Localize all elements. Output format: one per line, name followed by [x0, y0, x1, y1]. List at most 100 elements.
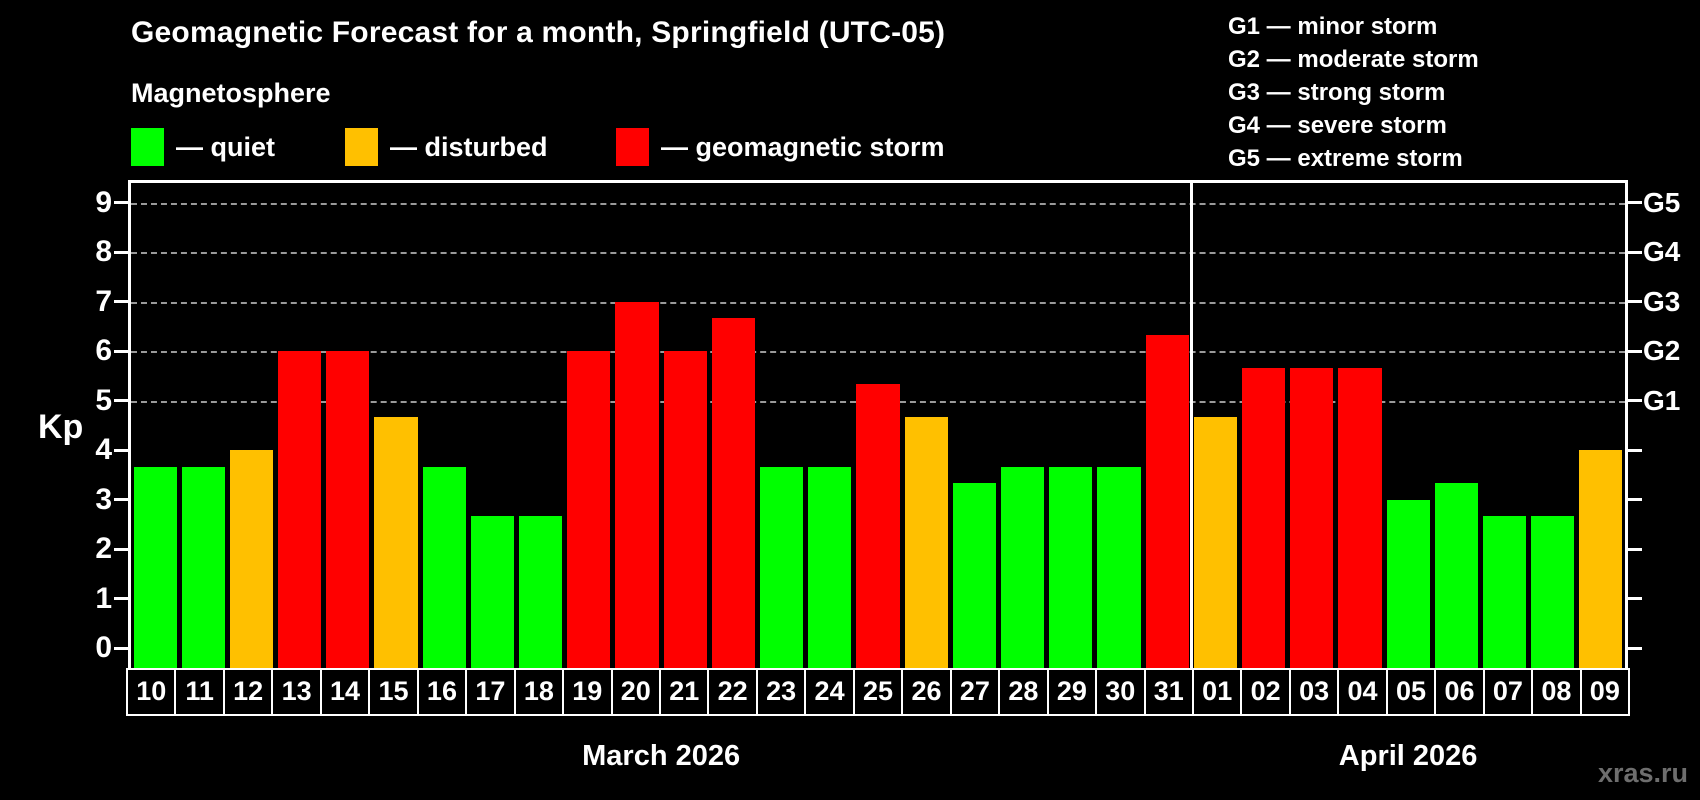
day-label-cell: 19 [562, 668, 613, 716]
kp-bar [663, 351, 707, 668]
month-label-march: March 2026 [582, 740, 741, 772]
y-tick-label: 6 [95, 334, 112, 368]
day-label-cell: 11 [174, 668, 225, 716]
y-tick-label: 7 [95, 284, 112, 318]
left-axis-tick [114, 597, 128, 601]
right-axis-tick [1628, 349, 1642, 353]
kp-bar [1482, 516, 1527, 668]
day-label-cell: 06 [1434, 668, 1485, 716]
kp-bar [1434, 483, 1478, 668]
legend-item-label: — geomagnetic storm [661, 131, 945, 162]
left-axis-tick [114, 201, 128, 205]
day-label-cell: 08 [1531, 668, 1582, 716]
kp-bar [326, 351, 370, 668]
kp-bar [904, 417, 948, 668]
day-label-cell: 25 [852, 668, 904, 716]
kp-bar [374, 417, 418, 668]
day-label-cell: 13 [271, 668, 322, 716]
storm-scale-line: G1 — minor storm [1228, 13, 1438, 40]
left-axis-tick [114, 498, 128, 502]
right-axis-tick [1628, 448, 1642, 452]
kp-bar [278, 351, 322, 668]
day-label-cell: 03 [1288, 668, 1340, 716]
left-axis-tick [114, 646, 128, 650]
legend-item-label: — quiet [176, 131, 275, 162]
kp-bar [952, 483, 996, 668]
y-tick-label: 5 [95, 383, 112, 417]
y-tick-label: 8 [95, 235, 112, 269]
left-axis-tick [114, 300, 128, 304]
left-axis-tick [114, 250, 128, 254]
kp-bar [422, 466, 466, 668]
day-label-cell: 28 [998, 668, 1049, 716]
g-scale-label: G2 [1643, 335, 1681, 367]
right-axis-tick [1628, 300, 1642, 304]
month-label-april: April 2026 [1338, 740, 1478, 772]
day-label-cell: 09 [1579, 668, 1631, 716]
right-axis-tick [1628, 498, 1642, 502]
watermark: xras.ru [1597, 758, 1688, 788]
magnetosphere-subtitle: Magnetosphere [131, 78, 331, 108]
day-label-cell: 18 [513, 668, 565, 716]
day-label-cell: 02 [1240, 668, 1291, 716]
kp-bar [760, 466, 804, 668]
day-label-cell: 30 [1095, 668, 1146, 716]
day-label-cell: 05 [1385, 668, 1437, 716]
day-label-cell: 27 [949, 668, 1001, 716]
kp-bar [808, 466, 852, 668]
y-tick-label: 4 [95, 433, 112, 467]
storm-color-swatch [616, 128, 649, 166]
storm-scale-line: G5 — extreme storm [1228, 145, 1463, 172]
storm-scale-legend: G1 — minor storm G2 — moderate storm G3 — … [1228, 10, 1479, 175]
kp-bar [1145, 334, 1189, 668]
kp-bar [1193, 417, 1237, 668]
y-tick-label: 1 [95, 581, 112, 615]
legend-item-disturbed: — disturbed [345, 127, 548, 167]
y-axis-title: Kp [38, 408, 84, 446]
kp-bar [519, 516, 563, 668]
gridline [131, 202, 1625, 205]
day-label-cell: 20 [610, 668, 661, 716]
right-axis-tick [1628, 201, 1642, 205]
kp-bar [133, 466, 177, 668]
g-scale-label: G5 [1643, 186, 1681, 218]
legend-item-quiet: — quiet [131, 127, 275, 167]
kp-bar [856, 384, 900, 668]
kp-bar [1386, 499, 1430, 668]
g-scale-label: G3 [1643, 285, 1681, 317]
kp-bar [229, 450, 274, 668]
gridline [131, 351, 1625, 354]
kp-bar [470, 516, 515, 668]
day-label-cell: 22 [707, 668, 758, 716]
g-scale-label: G1 [1643, 384, 1681, 416]
storm-scale-line: G2 — moderate storm [1228, 46, 1479, 73]
storm-scale-line: G4 — severe storm [1228, 112, 1447, 139]
kp-bar [1097, 466, 1141, 668]
y-tick-label: 9 [95, 185, 112, 219]
y-tick-label: 0 [95, 631, 112, 665]
kp-bar [615, 301, 659, 668]
day-label-cell: 15 [368, 668, 419, 716]
day-label-cell: 10 [126, 668, 177, 716]
right-axis-tick [1628, 597, 1642, 601]
day-label-cell: 01 [1191, 668, 1243, 716]
kp-bar [567, 351, 611, 668]
day-label-cell: 17 [465, 668, 516, 716]
legend-item-label: — disturbed [390, 131, 548, 162]
y-tick-label: 3 [95, 482, 112, 516]
kp-bar [1531, 516, 1575, 668]
g-scale-label: G4 [1643, 236, 1681, 268]
left-axis-tick [114, 448, 128, 452]
kp-bar [181, 466, 225, 668]
left-axis-tick [114, 349, 128, 353]
kp-bar [1338, 367, 1382, 668]
right-axis-tick [1628, 399, 1642, 403]
day-label-cell: 14 [319, 668, 371, 716]
kp-bar [1049, 466, 1093, 668]
gridline [131, 252, 1625, 255]
kp-bar [711, 318, 755, 668]
day-label-cell: 12 [222, 668, 274, 716]
day-label-cell: 23 [755, 668, 807, 716]
day-axis-row: 10 11 12 13 14 15 16 17 18 19 20 21 22 23 24 25 26 27 28 29… [126, 668, 1631, 716]
